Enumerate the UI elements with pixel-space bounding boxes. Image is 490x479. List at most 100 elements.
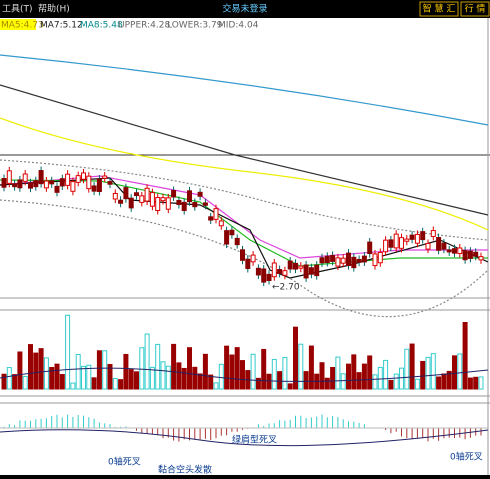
volume-bar [134, 371, 139, 390]
menu-item[interactable]: 帮助(H) [38, 3, 70, 15]
volume-bar [22, 375, 28, 390]
volume-bar [356, 372, 362, 390]
candle-body [54, 185, 60, 193]
candle-body [134, 192, 139, 197]
indicator: MID:4.04 [218, 21, 259, 31]
volume-bar [91, 377, 97, 390]
button-frame[interactable] [460, 1, 490, 17]
candle-body [160, 197, 166, 202]
candle-body [43, 180, 49, 189]
candle-body [229, 229, 235, 236]
volume-bar [33, 352, 39, 390]
volume-bar [181, 367, 187, 390]
candle-body [383, 239, 389, 253]
volume-bar [75, 354, 81, 390]
candle-body [75, 175, 81, 183]
candle-body [414, 233, 420, 244]
candle-body [425, 242, 431, 250]
candle-body [187, 190, 192, 203]
volume-bar [197, 373, 203, 390]
volume-bar [425, 356, 431, 390]
button-frame[interactable] [419, 1, 459, 17]
volume-bar [70, 382, 76, 390]
candle-body [176, 199, 182, 205]
annotation: 0轴死叉 [108, 456, 141, 468]
button[interactable]: 行 情 [465, 3, 486, 15]
candle-body [12, 183, 18, 188]
volume-bar [59, 374, 65, 390]
candle-body [298, 265, 304, 269]
candle-body [91, 185, 97, 192]
candle-body [446, 249, 452, 253]
volume-bar [234, 347, 240, 390]
candle-body [399, 237, 404, 249]
candle-body [340, 257, 346, 264]
volume-bar [441, 373, 447, 390]
candle-body [467, 250, 473, 259]
volume-bar [351, 354, 357, 390]
candle-body [271, 262, 277, 278]
ma-lines [0, 54, 489, 318]
volume [0, 314, 489, 390]
candle-body [441, 242, 447, 250]
macd-line [0, 429, 489, 447]
annotation: 0轴死叉 [450, 451, 483, 463]
indicator: MA7:5.12 [40, 21, 83, 31]
candle-body [17, 179, 23, 189]
volume-bar [409, 343, 415, 390]
candle-body [128, 197, 134, 209]
volume-bar [298, 343, 304, 390]
volume-bar [202, 353, 208, 390]
candles [1, 166, 484, 287]
volume-bar [388, 379, 394, 390]
candle-body [324, 255, 330, 264]
volume-bar [319, 362, 325, 390]
button[interactable]: 智 慧 汇 [423, 3, 456, 15]
volume-bar [149, 366, 155, 390]
top-bar [0, 0, 490, 18]
volume-bar [404, 348, 410, 390]
volume-bar [457, 353, 463, 390]
volume-bar [436, 376, 442, 390]
volume-bar [478, 376, 484, 390]
macd [0, 414, 489, 447]
candle-body [308, 267, 314, 275]
volume-bar [218, 363, 224, 390]
candle-body [319, 257, 325, 264]
menu-item[interactable]: 工具(T) [2, 4, 33, 15]
candle-body [197, 191, 203, 197]
candle-body [255, 267, 261, 276]
volume-bar [176, 362, 182, 390]
volume-bar [361, 363, 367, 390]
volume-bar [287, 383, 293, 390]
volume-bar [462, 322, 468, 390]
candle-body [1, 178, 7, 188]
volume-bar [160, 361, 166, 390]
volume-bar [271, 358, 277, 390]
candle-body [473, 251, 479, 257]
low-label: ←2.70 [272, 283, 300, 293]
candle-body [330, 254, 336, 262]
volume-bar [112, 378, 118, 390]
volume-bar [293, 326, 298, 390]
candle-body [303, 264, 309, 279]
volume-bar [213, 382, 219, 390]
candle-body [208, 216, 214, 221]
indicator: MA8:5.48 [80, 21, 123, 31]
candle-body [118, 199, 124, 204]
volume-bar [282, 357, 288, 390]
candle-body [356, 258, 362, 263]
candle-body [361, 255, 367, 263]
candle-body [282, 270, 288, 276]
annotation: 黏合空头发散 [158, 464, 212, 476]
status: 交易未登录 [222, 3, 267, 15]
volume-bar [165, 365, 171, 390]
volume-bar [393, 373, 399, 390]
volume-bar [261, 348, 267, 390]
volume-bar [303, 371, 309, 390]
candle-body [33, 180, 39, 188]
volume-bar [107, 363, 113, 390]
volume-bar [96, 350, 102, 390]
